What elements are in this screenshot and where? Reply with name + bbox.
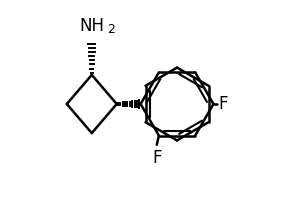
- Text: F: F: [152, 149, 161, 167]
- Text: NH: NH: [79, 17, 104, 35]
- Text: 2: 2: [107, 23, 115, 36]
- Text: F: F: [219, 95, 228, 113]
